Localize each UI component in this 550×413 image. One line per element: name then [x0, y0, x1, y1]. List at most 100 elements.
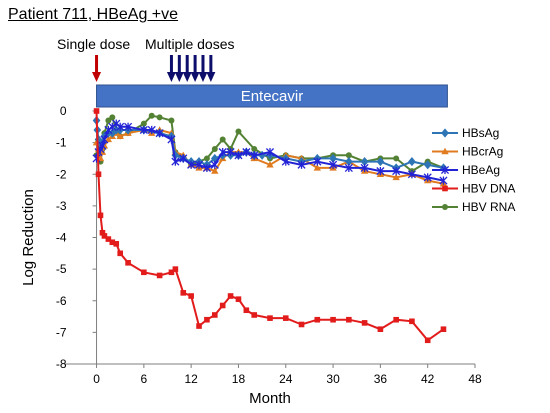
x-tick-label: 0: [93, 372, 100, 386]
axes-group: 0 -1 -2 -3 -4 -5 -6 -7 -8 0 6 12 18 24 30 36 42 48 Month Lo…: [20, 104, 482, 407]
data-point-hbv-dna: [97, 212, 104, 219]
data-point-hbv-dna: [298, 321, 305, 328]
data-point-hbv-dna: [156, 272, 163, 279]
dose-arrows-group: Single dose Multiple doses: [57, 36, 235, 82]
data-point-hbeag: [171, 157, 180, 166]
data-point-hbv-dna: [424, 337, 431, 344]
data-point-hbv-dna: [409, 318, 415, 325]
multiple-dose-arrow-head: [206, 72, 216, 82]
data-point-hbv-rna: [393, 155, 400, 162]
y-tick-label: -3: [56, 199, 67, 213]
data-point-hbeag: [100, 135, 109, 144]
data-point-hbv-rna: [203, 155, 210, 162]
multiple-dose-arrow-head: [190, 72, 200, 82]
treatment-bar: [96, 84, 448, 108]
data-point-hbv-dna: [219, 302, 226, 309]
data-point-hbeag: [124, 122, 133, 131]
data-point-hbeag: [265, 148, 275, 157]
data-point-hbeag: [202, 163, 211, 173]
data-point-hbeag: [281, 157, 290, 166]
data-point-hbv-rna: [345, 152, 352, 159]
data-point-hbv-dna: [109, 239, 116, 246]
x-tick-label: 24: [279, 372, 293, 386]
x-tick-label: 12: [184, 372, 198, 386]
y-tick-label: -4: [56, 231, 67, 245]
data-point-hbeag: [218, 148, 227, 157]
y-tick-label: -1: [56, 136, 67, 150]
data-point-hbcrag: [392, 173, 400, 181]
data-point-hbeag: [250, 151, 259, 160]
data-point-hbv-dna: [377, 326, 384, 333]
y-tick-label: -7: [56, 325, 67, 339]
y-tick-label: -5: [56, 262, 67, 276]
data-point-hbcrag: [211, 167, 219, 174]
data-point-hbv-dna: [117, 250, 123, 257]
series-hbv-dna: [93, 108, 447, 344]
y-axis-title: Log Reduction: [20, 189, 37, 286]
legend-label-hbv-rna: HBV RNA: [462, 200, 515, 214]
legend-item-hbeag: HBeAg: [432, 163, 500, 177]
data-point-hbv-dna: [172, 266, 179, 272]
legend-marker-hbv-dna: [442, 185, 448, 192]
data-point-hbsag: [408, 157, 416, 167]
treatment-bar-label: Entecavir: [241, 88, 304, 105]
data-point-hbeag: [167, 135, 176, 144]
data-point-hbcrag: [266, 161, 274, 168]
legend-label-hbeag: HBeAg: [462, 163, 500, 177]
data-point-hbv-dna: [93, 108, 100, 114]
data-point-hbv-dna: [235, 296, 242, 302]
data-point-hbv-dna: [204, 316, 210, 323]
multiple-doses-label: Multiple doses: [145, 36, 235, 52]
x-tick-label: 30: [326, 372, 340, 386]
data-point-hbeag: [116, 122, 125, 131]
data-point-hbsag: [423, 160, 432, 170]
data-point-hbeag: [139, 125, 148, 135]
data-point-hbeag: [226, 148, 235, 157]
data-point-hbeag: [360, 163, 369, 173]
data-point-hbv-dna: [105, 236, 112, 242]
data-point-hbv-dna: [361, 320, 368, 326]
y-tick-label: 0: [60, 104, 67, 118]
legend-group: HBsAg HBcrAg HBeAg HBV DNA HBV RNA: [432, 126, 515, 214]
data-point-hbv-dna: [243, 307, 250, 314]
data-point-hbv-rna: [251, 145, 258, 152]
legend-label-hbsag: HBsAg: [462, 126, 499, 140]
data-point-hbeag: [147, 125, 156, 135]
data-point-hbv-dna: [227, 293, 234, 299]
data-point-hbv-dna: [330, 316, 336, 323]
data-point-hbv-dna: [393, 316, 399, 323]
legend-marker-hbv-rna: [442, 204, 448, 210]
y-tick-label: -2: [56, 167, 67, 181]
data-point-hbeag: [194, 160, 204, 169]
data-point-hbv-dna: [125, 260, 131, 266]
single-dose-label: Single dose: [57, 36, 130, 52]
single-dose-arrow-head: [92, 72, 102, 82]
data-point-hbv-dna: [180, 290, 187, 296]
legend-item-hbsag: HBsAg: [432, 126, 499, 140]
data-point-hbeag: [179, 154, 188, 163]
data-point-hbeag: [210, 160, 219, 169]
data-point-hbv-dna: [251, 312, 258, 318]
data-point-hbeag: [329, 160, 338, 169]
legend-item-hbv-dna: HBV DNA: [432, 182, 515, 196]
data-point-hbeag: [234, 151, 243, 160]
data-point-hbv-dna: [346, 316, 352, 323]
data-point-hbeag: [242, 148, 251, 157]
legend-item-hbv-rna: HBV RNA: [432, 200, 515, 214]
data-point-hbeag: [344, 163, 353, 173]
x-axis-title: Month: [249, 390, 291, 407]
series-hbeag: [92, 119, 448, 185]
legend-marker-hbcrag: [441, 147, 449, 155]
multiple-dose-arrow-head: [198, 72, 208, 82]
data-point-hbv-dna: [101, 233, 108, 239]
legend-marker-hbeag: [440, 165, 450, 175]
data-point-hbv-rna: [168, 117, 175, 124]
data-point-hbv-dna: [440, 326, 447, 333]
data-point-hbeag: [439, 176, 448, 185]
data-point-hbeag: [407, 170, 416, 179]
data-point-hbv-rna: [109, 114, 116, 121]
data-point-hbeag: [313, 157, 322, 166]
series-line-hbv-dna: [95, 110, 445, 342]
data-point-hbv-dna: [267, 315, 273, 321]
